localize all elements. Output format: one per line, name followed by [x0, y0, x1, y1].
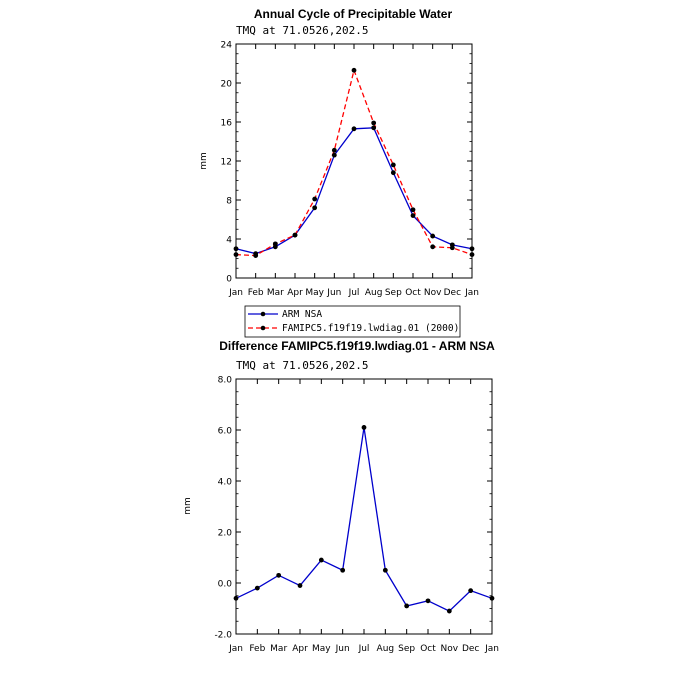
chart1-ytick-label: 24 — [221, 41, 233, 51]
chart2-series-0-point — [340, 567, 346, 573]
difference-chart: Difference FAMIPC5.f19f19.lwdiag.01 - AR… — [183, 339, 499, 654]
chart1-series-0-point — [430, 233, 436, 239]
chart1-legend: ARM NSA FAMIPC5.f19f19.lwdiag.01 (2000) — [244, 305, 461, 338]
chart1-xtick-label: Apr — [287, 288, 303, 298]
chart2-xtick-label: Jul — [358, 644, 370, 654]
chart2-series-0-point — [276, 572, 282, 578]
chart1-series-line-1 — [235, 68, 473, 257]
chart2-ylabel: mm — [183, 497, 193, 515]
chart2-series-line-0 — [235, 427, 493, 612]
chart1-plot-frame — [235, 43, 473, 279]
chart2-title: Difference FAMIPC5.f19f19.lwdiag.01 - AR… — [219, 339, 495, 353]
chart1-title: Annual Cycle of Precipitable Water — [254, 7, 453, 21]
chart2-xtick-label: May — [312, 644, 331, 654]
chart1-xtick-label: Aug — [365, 288, 383, 298]
chart2-xtick-label: Jan — [228, 644, 243, 654]
chart2-series-0-point — [318, 557, 324, 563]
legend-label-arm-nsa: ARM NSA — [282, 309, 322, 320]
chart2-series-0-point — [297, 583, 303, 588]
chart1-xtick-label: Nov — [424, 288, 442, 298]
chart1-series-1-point — [312, 196, 318, 202]
chart1-series-0-point — [410, 213, 416, 219]
chart1-series-1-point — [430, 244, 436, 250]
legend-marker-famipc5 — [260, 325, 266, 331]
chart1-series-1-point — [351, 67, 357, 73]
chart2-xtick-label: Jan — [484, 644, 499, 654]
chart1-ytick-label: 4 — [226, 236, 232, 246]
chart1-xtick-label: Oct — [405, 288, 421, 298]
chart1-xtick-label: Jun — [326, 288, 341, 298]
chart2-xtick-label: Apr — [292, 644, 308, 654]
chart1-ytick-label: 20 — [221, 80, 233, 90]
chart1-series-1-point — [410, 207, 416, 213]
chart1-xtick-label: Jan — [228, 288, 243, 298]
chart2-subtitle: TMQ at 71.0526,202.5 — [236, 359, 368, 372]
chart1-series-line-0 — [235, 127, 473, 255]
chart2-xtick-label: Aug — [377, 644, 395, 654]
chart2-xtick-label: Sep — [398, 644, 415, 654]
chart2-ytick-label: 8.0 — [218, 376, 233, 386]
chart2-series-0-point — [254, 585, 260, 591]
chart2-ytick-label: 2.0 — [218, 529, 233, 539]
chart2-xtick-label: Feb — [249, 644, 265, 654]
chart1-ytick-label: 12 — [221, 158, 232, 168]
chart2-xtick-label: Oct — [420, 644, 436, 654]
chart2-plot-frame — [235, 378, 493, 635]
chart1-series-1-point — [292, 232, 298, 238]
chart1-series-1-point — [253, 253, 259, 258]
chart1-series-1-point — [331, 147, 337, 153]
chart2-xtick-label: Jun — [335, 644, 350, 654]
chart2-series-0-point — [404, 603, 410, 609]
chart2-series-0-point — [446, 608, 452, 614]
precipitable-water-chart: Annual Cycle of Precipitable Water TMQ a… — [199, 7, 479, 338]
chart1-ytick-label: 16 — [221, 119, 233, 129]
chart2-xtick-label: Mar — [270, 644, 287, 654]
chart1-xtick-label: Mar — [267, 288, 284, 298]
chart1-xtick-label: May — [305, 288, 324, 298]
chart1-subtitle: TMQ at 71.0526,202.5 — [236, 24, 368, 37]
chart2-series-0-point — [361, 425, 367, 430]
chart1-series-0-point — [312, 205, 318, 211]
chart1-series-1-point — [371, 120, 377, 126]
chart1-series-0-point — [331, 152, 337, 158]
chart1-series-0-point — [390, 170, 396, 176]
chart1-series-1-point — [390, 162, 396, 168]
chart2-xtick-label: Dec — [462, 644, 479, 654]
chart1-series-1-point — [272, 241, 278, 247]
chart1-ylabel: mm — [199, 152, 209, 170]
legend-marker-arm-nsa — [260, 311, 266, 317]
chart2-series-0-point — [468, 588, 474, 594]
chart1-ytick-label: 0 — [226, 275, 232, 285]
chart2-ytick-label: 0.0 — [218, 580, 233, 590]
chart1-xtick-label: Feb — [248, 288, 264, 298]
chart2-series-0-point — [425, 598, 431, 604]
chart1-xtick-label: Sep — [385, 288, 402, 298]
chart1-series-1-point — [449, 245, 455, 251]
chart1-xtick-label: Dec — [444, 288, 461, 298]
chart2-ytick-label: -2.0 — [214, 631, 232, 641]
legend-label-famipc5: FAMIPC5.f19f19.lwdiag.01 (2000) — [282, 323, 459, 334]
chart2-ytick-label: 4.0 — [218, 478, 233, 488]
chart2-ytick-label: 6.0 — [218, 427, 233, 437]
chart1-series-0-point — [351, 126, 357, 132]
chart2-xtick-label: Nov — [441, 644, 459, 654]
chart1-ytick-label: 8 — [226, 197, 232, 207]
chart1-xtick-label: Jul — [348, 288, 360, 298]
chart2-series-0-point — [382, 567, 388, 573]
chart1-xtick-label: Jan — [464, 288, 479, 298]
legend-frame — [244, 305, 461, 338]
chart1-series-0-point — [371, 125, 377, 131]
